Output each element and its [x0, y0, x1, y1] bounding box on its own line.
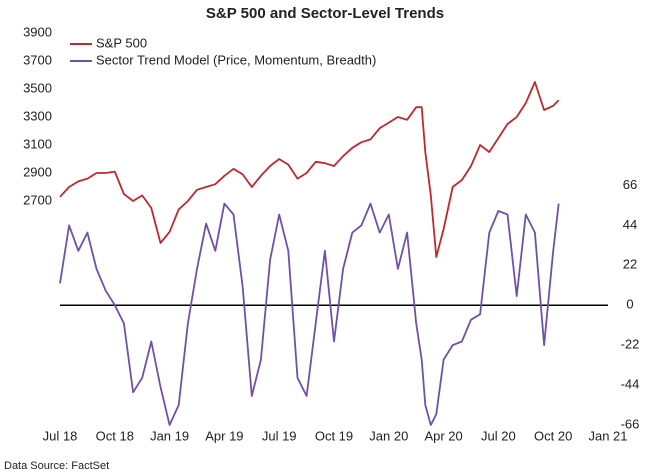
x-tick-label: Oct 19 [315, 428, 353, 443]
y-tick-label: 3700 [23, 52, 52, 67]
y2-tick-label: 0 [626, 297, 633, 312]
y-tick-label: 3500 [23, 80, 52, 95]
x-tick-label: Apr 20 [424, 428, 462, 443]
y2-tick-label: -44 [621, 377, 640, 392]
legend-label: Sector Trend Model (Price, Momentum, Bre… [96, 52, 376, 67]
y2-tick-label: 66 [623, 177, 637, 192]
x-tick-label: Jul 20 [481, 428, 516, 443]
x-tick-label: Jan 19 [150, 428, 189, 443]
legend-label: S&P 500 [96, 35, 147, 50]
y2-tick-label: 22 [623, 257, 637, 272]
y2-tick-label: -22 [621, 337, 640, 352]
y-tick-label: 3100 [23, 136, 52, 151]
x-tick-label: Jul 18 [43, 428, 78, 443]
y-tick-label: 2700 [23, 192, 52, 207]
x-tick-label: Oct 18 [96, 428, 134, 443]
y2-tick-label: 44 [623, 217, 637, 232]
x-tick-label: Jul 19 [262, 428, 297, 443]
series-line [59, 202, 560, 426]
y-tick-label: 3300 [23, 108, 52, 123]
x-tick-label: Jan 21 [588, 428, 627, 443]
chart-title: S&P 500 and Sector-Level Trends [206, 5, 444, 22]
y-tick-label: 3900 [23, 24, 52, 39]
y-tick-label: 2900 [23, 164, 52, 179]
y2-tick-label: -66 [621, 416, 640, 431]
x-tick-label: Apr 19 [205, 428, 243, 443]
source-note: Data Source: FactSet [4, 460, 109, 472]
series-line [59, 81, 560, 258]
x-tick-label: Jan 20 [369, 428, 408, 443]
x-tick-label: Oct 20 [534, 428, 572, 443]
